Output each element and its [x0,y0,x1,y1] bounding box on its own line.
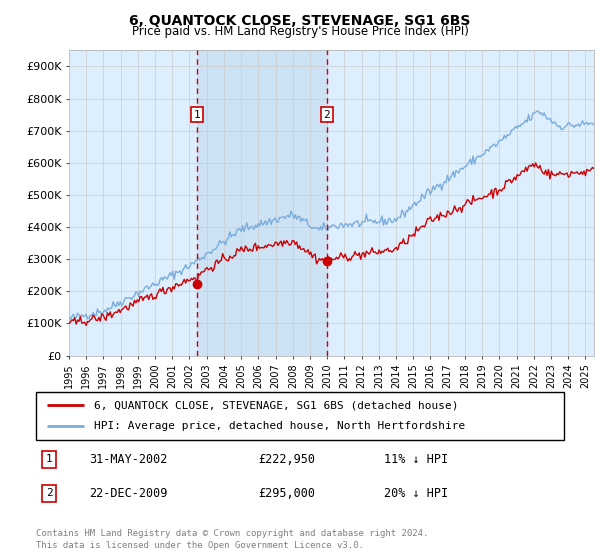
Text: 2: 2 [323,110,330,120]
Text: 6, QUANTOCK CLOSE, STEVENAGE, SG1 6BS: 6, QUANTOCK CLOSE, STEVENAGE, SG1 6BS [130,14,470,28]
Text: 22-DEC-2009: 22-DEC-2009 [89,487,167,500]
Text: 20% ↓ HPI: 20% ↓ HPI [385,487,449,500]
Text: Contains HM Land Registry data © Crown copyright and database right 2024.
This d: Contains HM Land Registry data © Crown c… [36,529,428,550]
Text: 11% ↓ HPI: 11% ↓ HPI [385,453,449,466]
Text: 31-MAY-2002: 31-MAY-2002 [89,453,167,466]
Text: 2: 2 [46,488,53,498]
Text: £222,950: £222,950 [258,453,315,466]
Text: Price paid vs. HM Land Registry's House Price Index (HPI): Price paid vs. HM Land Registry's House … [131,25,469,38]
Bar [197,50,326,356]
Text: 1: 1 [193,110,200,120]
Text: £295,000: £295,000 [258,487,315,500]
Text: 6, QUANTOCK CLOSE, STEVENAGE, SG1 6BS (detached house): 6, QUANTOCK CLOSE, STEVENAGE, SG1 6BS (d… [94,400,458,410]
Text: 1: 1 [46,454,53,464]
Text: HPI: Average price, detached house, North Hertfordshire: HPI: Average price, detached house, Nort… [94,421,466,431]
